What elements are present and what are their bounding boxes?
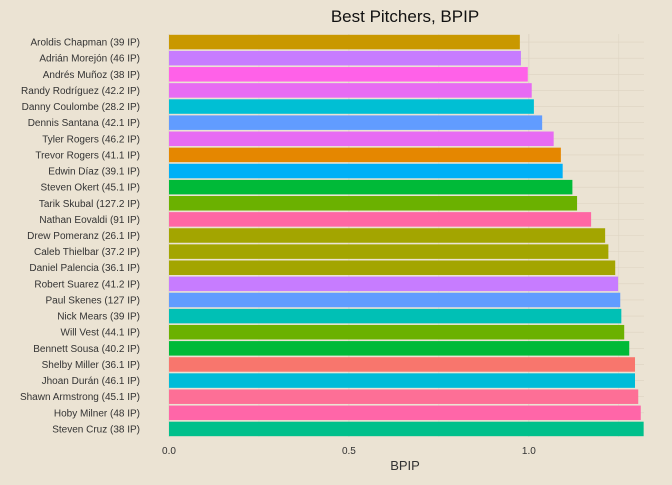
y-tick-label: Steven Okert (45.1 IP) (41, 183, 141, 194)
y-tick-label: Bennett Sousa (40.2 IP) (33, 344, 140, 355)
y-tick-label: Hoby Milner (48 IP) (54, 408, 140, 419)
y-axis-tick-labels: Aroldis Chapman (39 IP) Adrián Morejón (4… (20, 38, 140, 436)
bar (169, 308, 622, 324)
y-tick-label: Dennis Santana (42.1 IP) (28, 118, 140, 129)
bar (169, 389, 639, 404)
bar (169, 147, 561, 163)
y-tick-label: Caleb Thielbar (37.2 IP) (34, 247, 140, 258)
bar (169, 115, 543, 130)
y-tick-label: Daniel Palencia (36.1 IP) (29, 263, 140, 274)
bar (169, 163, 563, 179)
x-axis-title: BPIP (390, 458, 420, 473)
bar (169, 50, 521, 66)
bar (169, 131, 554, 147)
y-tick-label: Trevor Rogers (41.1 IP) (35, 150, 140, 161)
y-tick-label: Shawn Armstrong (45.1 IP) (20, 392, 140, 403)
bar (169, 341, 630, 356)
bar (169, 421, 644, 437)
y-tick-label: Nathan Eovaldi (91 IP) (39, 215, 140, 226)
y-tick-label: Paul Skenes (127 IP) (46, 295, 141, 306)
x-tick-label: 1.0 (522, 446, 536, 457)
bar (169, 67, 528, 82)
y-tick-label: Aroldis Chapman (39 IP) (31, 38, 141, 49)
bar (169, 292, 621, 308)
y-tick-label: Adrián Morejón (46 IP) (39, 54, 140, 65)
y-tick-label: Robert Suarez (41.2 IP) (34, 279, 140, 290)
bar (169, 34, 520, 50)
y-tick-label: Tyler Rogers (46.2 IP) (42, 134, 140, 145)
y-tick-label: Edwin Díaz (39.1 IP) (48, 167, 140, 178)
bar (169, 357, 636, 372)
y-tick-label: Nick Mears (39 IP) (57, 312, 140, 323)
bar (169, 324, 625, 340)
y-tick-label: Jhoan Durán (46.1 IP) (42, 376, 140, 387)
x-axis-tick-labels: 0.0 0.5 1.0 (162, 446, 536, 457)
y-tick-label: Randy Rodríguez (42.2 IP) (21, 86, 140, 97)
bars (169, 34, 644, 437)
x-tick-label: 0.5 (342, 446, 356, 457)
bar (169, 196, 578, 211)
y-tick-label: Shelby Miller (36.1 IP) (42, 360, 140, 371)
y-tick-label: Danny Coulombe (28.2 IP) (22, 102, 140, 113)
bar (169, 83, 532, 98)
chart-title: Best Pitchers, BPIP (331, 7, 479, 26)
y-tick-label: Andrés Muñoz (38 IP) (43, 70, 140, 81)
y-tick-label: Tarik Skubal (127.2 IP) (39, 199, 140, 210)
bar (169, 179, 573, 195)
bar (169, 373, 636, 388)
x-tick-label: 0.0 (162, 446, 176, 457)
bar (169, 405, 641, 421)
bar (169, 228, 606, 243)
bar (169, 276, 619, 292)
y-tick-label: Will Vest (44.1 IP) (61, 328, 140, 339)
bar (169, 244, 609, 259)
bar (169, 260, 616, 275)
y-tick-label: Steven Cruz (38 IP) (52, 424, 140, 435)
bar (169, 99, 534, 114)
bar (169, 212, 592, 227)
y-tick-label: Drew Pomeranz (26.1 IP) (27, 231, 140, 242)
